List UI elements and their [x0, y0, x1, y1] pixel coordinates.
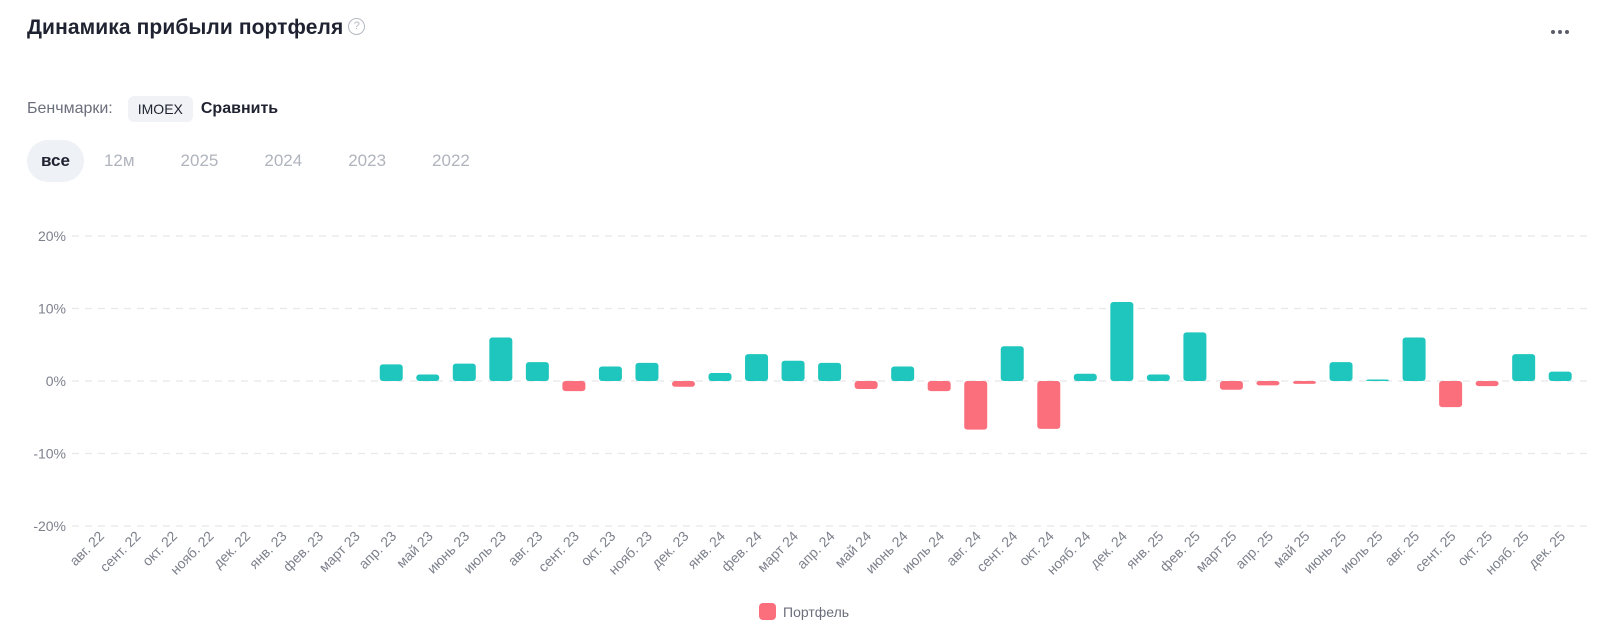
bar: [927, 381, 951, 392]
more-dot-icon: [1551, 30, 1555, 34]
benchmarks-label: Бенчмарки:: [27, 100, 113, 117]
x-tick-label: сент. 25: [1412, 528, 1459, 575]
x-tick-label: сент. 24: [973, 528, 1020, 575]
bar: [562, 381, 586, 392]
bar: [854, 381, 878, 389]
compare-button[interactable]: Сравнить: [200, 100, 279, 117]
bar: [1000, 346, 1024, 381]
period-tab-2025[interactable]: 2025: [180, 151, 219, 170]
period-tab-all[interactable]: все: [27, 140, 84, 182]
bar: [1256, 381, 1280, 386]
period-tab-2022[interactable]: 2022: [432, 151, 470, 170]
y-tick-label: -10%: [33, 446, 66, 462]
period-tab-2024[interactable]: 2024: [264, 151, 303, 170]
bar: [379, 364, 403, 381]
x-tick-label: сент. 23: [535, 528, 582, 575]
more-dot-icon: [1565, 30, 1569, 34]
bar: [1439, 381, 1463, 408]
x-tick-label: апр. 23: [355, 528, 399, 572]
legend-swatch: [759, 603, 776, 620]
x-tick-label: март 24: [754, 528, 801, 575]
x-tick-label: апр. 24: [794, 528, 838, 572]
bar: [1073, 373, 1097, 381]
y-tick-label: -20%: [33, 518, 66, 534]
period-tab-12m[interactable]: 12м: [103, 151, 135, 170]
x-tick-label: апр. 25: [1232, 528, 1276, 572]
bar: [1548, 371, 1572, 381]
bar: [964, 381, 988, 430]
x-tick-label: дек. 25: [1525, 528, 1569, 572]
bar: [525, 362, 549, 381]
bar: [1366, 379, 1390, 382]
bar: [416, 374, 440, 381]
bar: [1037, 381, 1061, 429]
bar: [1402, 337, 1426, 381]
legend-label: Портфель: [783, 603, 850, 620]
more-options-button[interactable]: [1545, 22, 1575, 42]
bar: [489, 337, 513, 381]
x-tick-label: март 23: [316, 528, 363, 575]
benchmark-chip-imoex[interactable]: IMOEX: [127, 96, 193, 122]
x-tick-label: дек. 23: [648, 528, 692, 572]
help-icon[interactable]: ?: [348, 18, 366, 35]
bar: [1512, 354, 1536, 381]
bar: [891, 366, 915, 381]
x-tick-label: дек. 22: [210, 528, 254, 572]
bar: [818, 362, 842, 381]
x-tick-label: дек. 24: [1087, 528, 1131, 572]
chart-header: Динамика прибыли портфеля ?: [27, 16, 366, 40]
bar: [452, 363, 476, 381]
y-tick-label: 20%: [38, 228, 66, 244]
bar: [781, 360, 805, 381]
bar: [671, 381, 695, 387]
chart-legend[interactable]: Портфель: [759, 603, 849, 620]
period-tab-2023[interactable]: 2023: [348, 151, 387, 170]
y-tick-label: 0%: [46, 373, 66, 389]
x-tick-label: март 25: [1192, 528, 1239, 575]
bar: [635, 362, 659, 381]
bar: [745, 354, 769, 381]
bar: [1292, 381, 1316, 384]
period-tabs: все 12м 2025 2024 2023 2022: [27, 140, 504, 182]
bar: [1219, 381, 1243, 390]
bar: [598, 366, 622, 381]
bar: [1475, 381, 1499, 387]
page-title: Динамика прибыли портфеля: [27, 16, 344, 39]
y-tick-label: 10%: [38, 301, 66, 317]
bar: [1146, 374, 1170, 381]
more-dot-icon: [1558, 30, 1562, 34]
bar: [1329, 362, 1353, 381]
benchmarks-row: Бенчмарки: IMOEX Сравнить: [27, 96, 278, 122]
bar: [1110, 301, 1134, 381]
bar: [1183, 332, 1207, 381]
bar: [708, 373, 732, 381]
x-tick-label: сент. 22: [96, 528, 143, 575]
